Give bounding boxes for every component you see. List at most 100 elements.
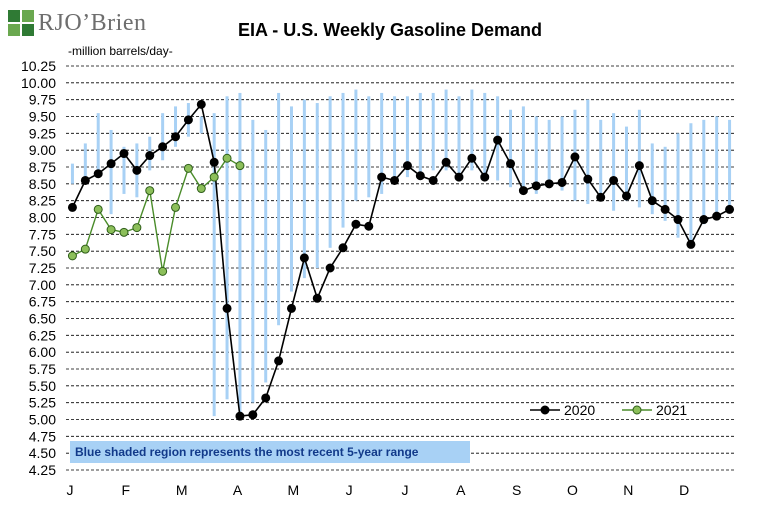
range-bar bbox=[521, 106, 525, 191]
data-point-2020 bbox=[621, 191, 631, 201]
data-point-2020 bbox=[634, 161, 644, 171]
range-bar bbox=[161, 113, 165, 161]
range-bar bbox=[380, 92, 384, 194]
range-bar bbox=[637, 109, 641, 208]
y-tick-label: 8.50 bbox=[29, 176, 56, 192]
x-tick-label: J bbox=[402, 482, 409, 498]
data-point-2020 bbox=[364, 221, 374, 231]
y-tick-label: 6.00 bbox=[29, 344, 56, 360]
data-point-2020 bbox=[544, 179, 554, 189]
range-bar bbox=[715, 116, 719, 218]
data-point-2021 bbox=[222, 153, 232, 163]
x-tick-label: J bbox=[346, 482, 353, 498]
logo-wordmark: RJO’Brien bbox=[38, 10, 147, 36]
range-bar bbox=[174, 106, 178, 147]
data-point-2020 bbox=[106, 159, 116, 169]
data-point-2020 bbox=[183, 115, 193, 125]
data-point-2021 bbox=[106, 225, 116, 235]
data-point-2020 bbox=[518, 186, 528, 196]
y-tick-label: 6.50 bbox=[29, 311, 56, 327]
data-point-2020 bbox=[286, 303, 296, 313]
legend-item-2021: 2021 bbox=[622, 402, 687, 418]
range-bar bbox=[418, 92, 422, 178]
data-point-2020 bbox=[80, 175, 90, 185]
y-tick-label: 5.00 bbox=[29, 412, 56, 428]
y-tick-label: 7.00 bbox=[29, 277, 56, 293]
range-bar bbox=[367, 96, 371, 198]
range-bar bbox=[96, 113, 100, 178]
data-point-2021 bbox=[145, 186, 155, 196]
data-point-2020 bbox=[415, 171, 425, 181]
data-point-2020 bbox=[158, 142, 168, 152]
y-tick-label: 7.50 bbox=[29, 243, 56, 259]
range-bar bbox=[457, 96, 461, 174]
range-bar bbox=[328, 96, 332, 248]
y-tick-label: 8.75 bbox=[29, 159, 56, 175]
x-tick-label: J bbox=[67, 482, 74, 498]
y-tick-label: 4.75 bbox=[29, 428, 56, 444]
x-tick-label: M bbox=[176, 482, 188, 498]
data-point-2021 bbox=[119, 227, 129, 237]
data-point-2020 bbox=[119, 149, 129, 159]
x-tick-label: M bbox=[287, 482, 299, 498]
range-bar bbox=[109, 129, 113, 215]
data-point-2020 bbox=[467, 153, 477, 163]
range-bar bbox=[689, 123, 693, 245]
x-tick-label: A bbox=[456, 482, 466, 498]
range-bar bbox=[199, 116, 203, 134]
y-tick-label: 6.75 bbox=[29, 294, 56, 310]
data-point-2020 bbox=[351, 219, 361, 229]
y-tick-label: 4.25 bbox=[29, 462, 56, 478]
range-bar bbox=[341, 92, 345, 228]
series-lines bbox=[67, 99, 735, 421]
y-tick-label: 5.75 bbox=[29, 361, 56, 377]
data-point-2020 bbox=[647, 196, 657, 206]
x-tick-label: A bbox=[233, 482, 243, 498]
data-point-2020 bbox=[596, 192, 606, 202]
data-point-2020 bbox=[209, 157, 219, 167]
range-bar bbox=[702, 119, 706, 225]
data-point-2020 bbox=[506, 159, 516, 169]
range-note: Blue shaded region represents the most r… bbox=[70, 441, 470, 463]
data-point-2020 bbox=[454, 172, 464, 182]
data-point-2020 bbox=[686, 239, 696, 249]
data-point-2021 bbox=[67, 251, 77, 261]
range-bar bbox=[663, 146, 667, 221]
data-point-2020 bbox=[248, 410, 258, 420]
range-bar bbox=[586, 99, 590, 205]
range-bar bbox=[547, 119, 551, 184]
y-tick-label: 10.00 bbox=[21, 75, 56, 91]
data-point-2020 bbox=[609, 175, 619, 185]
data-point-2021 bbox=[183, 163, 193, 173]
range-bar bbox=[612, 113, 616, 211]
data-point-2020 bbox=[390, 175, 400, 185]
y-tick-label: 5.25 bbox=[29, 395, 56, 411]
data-point-2020 bbox=[712, 211, 722, 221]
y-tick-label: 6.25 bbox=[29, 327, 56, 343]
range-bar bbox=[122, 146, 126, 194]
series-2020 bbox=[67, 99, 735, 421]
data-point-2020 bbox=[274, 356, 284, 366]
y-tick-label: 4.50 bbox=[29, 445, 56, 461]
data-point-2020 bbox=[312, 293, 322, 303]
y-tick-label: 5.50 bbox=[29, 378, 56, 394]
legend-label: 2020 bbox=[564, 402, 595, 418]
data-point-2020 bbox=[441, 157, 451, 167]
data-point-2020 bbox=[673, 215, 683, 225]
data-point-2021 bbox=[132, 223, 142, 233]
y-tick-label: 9.25 bbox=[29, 125, 56, 141]
range-bar bbox=[315, 103, 319, 269]
y-tick-label: 7.75 bbox=[29, 226, 56, 242]
rjo-logo-mark-icon bbox=[8, 10, 34, 36]
y-tick-label: 9.75 bbox=[29, 92, 56, 108]
rjo-brien-logo: RJO’Brien bbox=[8, 8, 158, 42]
range-note-text: Blue shaded region represents the most r… bbox=[75, 445, 419, 459]
data-point-2020 bbox=[660, 204, 670, 214]
data-point-2020 bbox=[222, 303, 232, 313]
range-bar bbox=[509, 109, 513, 188]
data-point-2020 bbox=[132, 165, 142, 175]
data-point-2020 bbox=[171, 132, 181, 142]
range-bar bbox=[676, 133, 680, 238]
range-bar bbox=[624, 126, 628, 201]
